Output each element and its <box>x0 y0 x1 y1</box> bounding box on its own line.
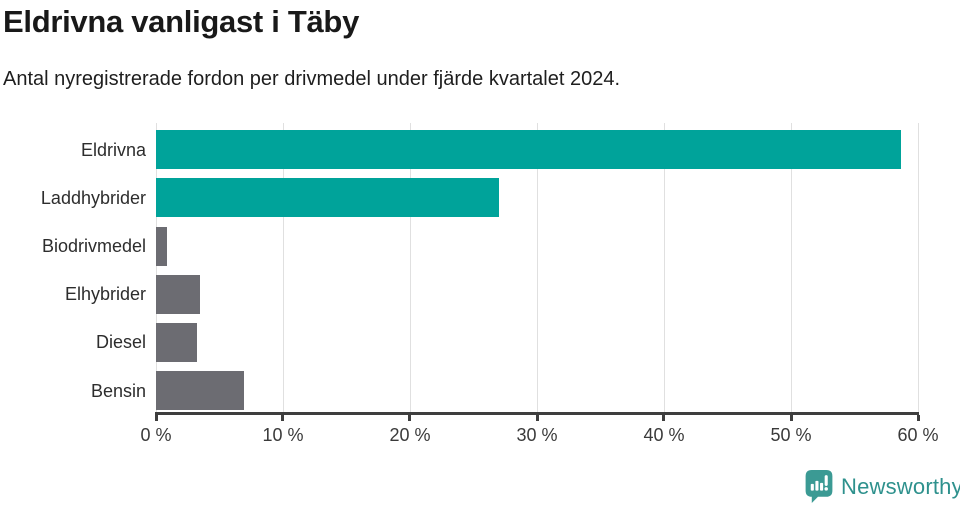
chart-title: Eldrivna vanligast i Täby <box>3 4 360 39</box>
speech-bubble-shape <box>805 470 833 503</box>
bar-diesel <box>156 322 197 362</box>
x-axis-tick-label: 0 % <box>140 425 172 445</box>
category-labels: Eldrivna Laddhybrider Biodrivmedel Elhybrid… <box>0 123 146 412</box>
mini-bar-2 <box>815 480 819 491</box>
x-axis-tick-label: 30 % <box>516 425 558 445</box>
x-axis-tick <box>789 415 793 421</box>
x-axis-tick <box>662 415 666 421</box>
bar-bensin <box>156 371 244 411</box>
category-label: Eldrivna <box>80 139 146 160</box>
x-axis-tick <box>408 415 412 421</box>
gridline <box>664 123 665 412</box>
x-axis-tick <box>916 415 920 421</box>
bar-laddhybrider <box>156 178 499 218</box>
x-axis-tick-label: 40 % <box>643 425 685 445</box>
x-axis-tick-label: 20 % <box>389 425 431 445</box>
exclamation-bar <box>824 475 828 486</box>
gridline <box>537 123 538 412</box>
gridline <box>283 123 284 412</box>
bar-biodrivmedel <box>156 226 168 266</box>
newsworthy-logo: Newsworthy <box>804 470 960 504</box>
exclamation-dot <box>824 487 828 491</box>
x-axis-tick-label: 50 % <box>770 425 812 445</box>
x-axis-tick <box>154 415 158 421</box>
gridlines <box>156 123 919 412</box>
x-axis-line <box>155 412 919 415</box>
x-axis-tick <box>535 415 539 421</box>
mini-bar-3 <box>820 482 824 491</box>
gridline <box>156 123 157 412</box>
newsworthy-wordmark: Newsworthy <box>841 474 960 499</box>
bar-elhybrider <box>156 274 201 314</box>
x-axis-tick-label: 10 % <box>262 425 304 445</box>
bars <box>156 123 918 412</box>
category-label: Laddhybrider <box>40 187 146 208</box>
x-axis: 0 % 10 % 20 % 30 % 40 % 50 % 60 % <box>140 415 939 459</box>
bar-eldrivna <box>156 130 902 170</box>
newsworthy-logo-icon <box>805 470 833 503</box>
category-label: Diesel <box>95 332 146 353</box>
chart-subtitle: Antal nyregistrerade fordon per drivmede… <box>3 68 621 90</box>
plot-area <box>155 123 919 415</box>
mini-bar-1 <box>810 483 814 491</box>
category-label: Biodrivmedel <box>41 236 146 256</box>
gridline <box>410 123 411 412</box>
x-axis-tick-label: 60 % <box>897 425 939 445</box>
gridline <box>791 123 792 412</box>
x-axis-tick <box>281 415 285 421</box>
bar-chart: Eldrivna Laddhybrider Biodrivmedel Elhybrid… <box>0 123 960 458</box>
gridline <box>918 123 919 412</box>
category-label: Elhybrider <box>64 284 146 305</box>
category-label: Bensin <box>90 380 146 401</box>
